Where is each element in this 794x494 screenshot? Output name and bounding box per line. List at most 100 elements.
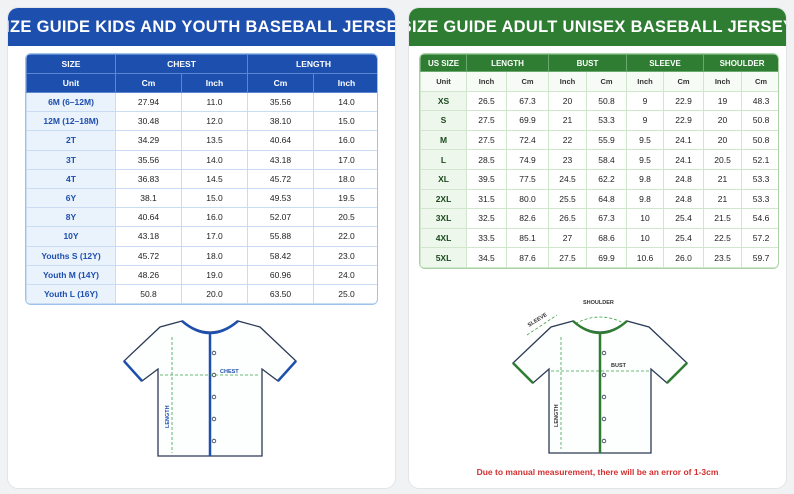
- adult-value-cell: 31.5: [466, 188, 507, 210]
- kids-table-row: Youth M (14Y) 48.26 19.0 60.96 24.0: [26, 264, 377, 285]
- adult-value-cell: 10: [626, 208, 665, 229]
- adult-unit-length-cm: Cm: [505, 71, 550, 92]
- adult-value-cell: 25.4: [663, 227, 705, 249]
- kids-unit-length-cm: Cm: [247, 73, 314, 93]
- kids-value-cell: 36.83: [115, 168, 182, 189]
- kids-value-cell: 27.94: [115, 91, 182, 113]
- adult-value-cell: 21: [703, 188, 743, 210]
- adult-value-cell: 69.9: [586, 247, 628, 268]
- kids-jersey-right-cuff: [277, 360, 297, 382]
- adult-value-cell: 26.5: [548, 208, 588, 229]
- adult-value-cell: 24.1: [663, 149, 705, 170]
- adult-value-cell: 85.1: [505, 227, 550, 249]
- adult-value-cell: 53.3: [586, 110, 628, 131]
- adult-value-cell: 9: [626, 90, 665, 112]
- adult-value-cell: 22.9: [663, 90, 705, 112]
- adult-value-cell: 62.2: [586, 168, 628, 190]
- adult-header-row: US SIZE LENGTH BUST SLEEVE SHOULDER: [420, 54, 778, 72]
- adult-table-row: XS 26.5 67.3 20 50.8 9 22.9 19 48.3: [420, 90, 778, 112]
- adult-value-cell: 72.4: [505, 129, 550, 151]
- kids-value-cell: 34.29: [115, 130, 182, 151]
- kids-table-row: 2T 34.29 13.5 40.64 16.0: [26, 130, 377, 151]
- kids-value-cell: 19.5: [312, 187, 377, 209]
- kids-table-row: 6Y 38.1 15.0 49.53 19.5: [26, 187, 377, 209]
- adult-table-row: M 27.5 72.4 22 55.9 9.5 24.1 20 50.8: [420, 129, 778, 151]
- adult-value-cell: 77.5: [505, 168, 550, 190]
- kids-units-row: Unit Cm Inch Cm Inch: [26, 73, 377, 93]
- adult-value-cell: 22: [548, 129, 588, 151]
- kids-value-cell: 30.48: [115, 111, 182, 132]
- adult-value-cell: 9.8: [626, 168, 665, 190]
- adult-table-row: 4XL 33.5 85.1 27 68.6 10 25.4 22.5 57.2: [420, 227, 778, 249]
- kids-value-cell: 16.0: [312, 130, 377, 151]
- adult-value-cell: 64.8: [586, 188, 628, 210]
- kids-size-cell: Youth M (14Y): [26, 264, 116, 285]
- kids-value-cell: 48.26: [115, 264, 182, 285]
- adult-value-cell: 54.6: [741, 208, 778, 229]
- adult-header-length: LENGTH: [465, 54, 550, 72]
- adult-value-cell: 24.8: [663, 188, 705, 210]
- adult-value-cell: 50.8: [741, 110, 778, 131]
- adult-value-cell: 24.8: [663, 168, 705, 190]
- adult-value-cell: 27.5: [548, 247, 588, 268]
- kids-value-cell: 49.53: [247, 187, 314, 209]
- adult-unit-length-inch: Inch: [466, 71, 507, 92]
- adult-size-cell: XS: [420, 90, 467, 112]
- adult-value-cell: 20: [703, 129, 743, 151]
- kids-value-cell: 63.50: [247, 283, 314, 305]
- adult-value-cell: 20.5: [703, 149, 743, 170]
- adult-value-cell: 25.4: [663, 208, 705, 229]
- adult-size-cell: 3XL: [420, 208, 467, 229]
- adult-size-guide-panel: SIZE GUIDE ADULT UNISEX BASEBALL JERSEY …: [409, 8, 786, 488]
- adult-table-row: 3XL 32.5 82.6 26.5 67.3 10 25.4 21.5 54.6: [420, 208, 778, 229]
- adult-value-cell: 33.5: [466, 227, 507, 249]
- kids-value-cell: 15.0: [181, 187, 248, 209]
- adult-value-cell: 53.3: [741, 188, 778, 210]
- adult-table-row: S 27.5 69.9 21 53.3 9 22.9 20 50.8: [420, 110, 778, 131]
- kids-value-cell: 17.0: [312, 149, 377, 170]
- kids-value-cell: 20.0: [181, 283, 248, 305]
- kids-unit-chest-cm: Cm: [115, 73, 182, 93]
- kids-table-row: 10Y 43.18 17.0 55.88 22.0: [26, 226, 377, 247]
- adult-value-cell: 26.5: [466, 90, 507, 112]
- adult-value-cell: 48.3: [741, 90, 778, 112]
- adult-value-cell: 58.4: [586, 149, 628, 170]
- kids-value-cell: 12.0: [181, 111, 248, 132]
- kids-value-cell: 14.5: [181, 168, 248, 189]
- adult-size-cell: XL: [420, 168, 467, 190]
- kids-value-cell: 20.5: [312, 207, 377, 228]
- adult-value-cell: 28.5: [466, 149, 507, 170]
- kids-table-row: Youths S (12Y) 45.72 18.0 58.42 23.0: [26, 245, 377, 266]
- kids-size-cell: 6M (6–12M): [26, 91, 116, 113]
- kids-value-cell: 58.42: [247, 245, 314, 266]
- adult-table-row: 2XL 31.5 80.0 25.5 64.8 9.8 24.8 21 53.3: [420, 188, 778, 210]
- kids-value-cell: 18.0: [181, 245, 248, 266]
- adult-sleeve-measure-line: [526, 314, 558, 336]
- adult-value-cell: 22.9: [663, 110, 705, 131]
- kids-size-cell: 4T: [26, 168, 116, 189]
- kids-unit-label: Unit: [26, 73, 116, 93]
- kids-table-row: Youth L (16Y) 50.8 20.0 63.50 25.0: [26, 283, 377, 305]
- adult-value-cell: 24.1: [663, 129, 705, 151]
- kids-value-cell: 11.0: [181, 91, 248, 113]
- adult-value-cell: 68.6: [586, 227, 628, 249]
- kids-size-cell: 2T: [26, 130, 116, 151]
- adult-value-cell: 74.9: [505, 149, 550, 170]
- measurement-error-note: Due to manual measurement, there will be…: [476, 467, 719, 477]
- kids-value-cell: 50.8: [115, 283, 182, 305]
- adult-value-cell: 21: [548, 110, 588, 131]
- adult-size-table-wrapper: US SIZE LENGTH BUST SLEEVE SHOULDER Unit…: [419, 53, 779, 269]
- adult-value-cell: 9: [626, 110, 665, 131]
- adult-title-banner: SIZE GUIDE ADULT UNISEX BASEBALL JERSEY: [409, 8, 786, 46]
- adult-value-cell: 9.5: [626, 129, 665, 151]
- adult-unit-shoulder-cm: Cm: [741, 71, 778, 92]
- adult-table-body: XS 26.5 67.3 20 50.8 9 22.9 19 48.3 S 27.5 69.9 21 53…: [420, 90, 778, 268]
- kids-size-table-wrapper: SIZE CHEST LENGTH Unit Cm Inch Cm Inch 6…: [25, 53, 378, 306]
- adult-value-cell: 9.8: [626, 188, 665, 210]
- adult-value-cell: 80.0: [505, 188, 550, 210]
- kids-size-guide-panel: SIZE GUIDE KIDS AND YOUTH BASEBALL JERSE…: [8, 8, 395, 488]
- adult-value-cell: 39.5: [466, 168, 507, 190]
- kids-table-row: 3T 35.56 14.0 43.18 17.0: [26, 149, 377, 170]
- adult-bust-label: BUST: [611, 363, 627, 369]
- kids-unit-length-inch: Inch: [312, 73, 377, 93]
